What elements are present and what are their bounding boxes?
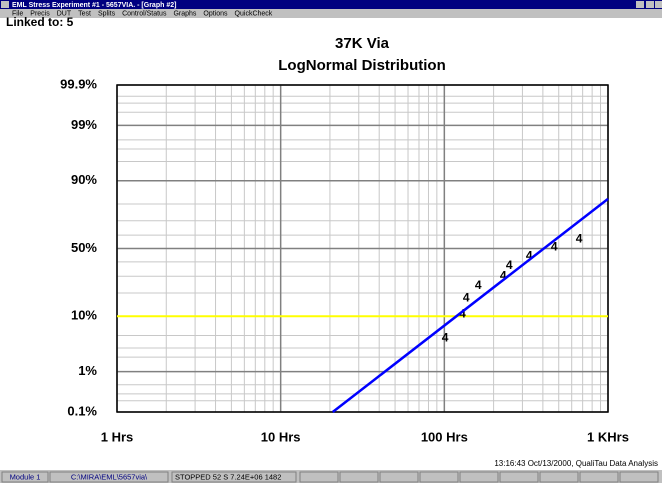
- status-text: STOPPED 52 S 7.24E+06 1482: [175, 472, 281, 481]
- status-panel: [619, 471, 659, 483]
- data-point: 4: [526, 249, 533, 263]
- menu-item[interactable]: Splits: [98, 10, 116, 17]
- status-text: C:\MIRA\EML\5657via\: [71, 472, 148, 481]
- menu-bar: [0, 9, 662, 18]
- x-tick-label: 1 KHrs: [587, 429, 629, 444]
- fit-line: [331, 197, 609, 413]
- data-point: 4: [459, 306, 466, 320]
- status-panel: [419, 471, 459, 483]
- title-bar: [0, 0, 662, 9]
- status-panel: [539, 471, 579, 483]
- data-point: 4: [475, 278, 482, 292]
- app-icon: [1, 1, 9, 8]
- window-title: EML Stress Experiment #1 - 5657VIA. - [G…: [12, 2, 176, 9]
- status-panel: [1, 471, 49, 483]
- y-tick-label: 90%: [71, 172, 97, 187]
- status-text: Module 1: [10, 472, 41, 481]
- y-tick-label: 99.9%: [60, 76, 97, 91]
- data-point: 4: [463, 290, 470, 304]
- x-tick-label: 100 Hrs: [421, 429, 468, 444]
- status-panel: [579, 471, 619, 483]
- menu-item[interactable]: QuickCheck: [235, 10, 273, 17]
- y-tick-label: 1%: [78, 363, 97, 378]
- menu-item[interactable]: Control/Status: [122, 10, 167, 17]
- status-panel: [49, 471, 169, 483]
- y-tick-label: 99%: [71, 117, 97, 132]
- data-point: 4: [576, 231, 583, 245]
- status-bar: [0, 470, 662, 483]
- y-tick-label: 10%: [71, 308, 97, 323]
- data-point: 4: [506, 258, 513, 272]
- menu-item[interactable]: Precis: [30, 10, 50, 17]
- data-point: 4: [551, 239, 558, 253]
- status-panel: [499, 471, 539, 483]
- restore-button[interactable]: [646, 1, 654, 8]
- status-panel: [299, 471, 339, 483]
- data-point: 4: [442, 330, 449, 344]
- linked-label: Linked to: 5: [6, 15, 74, 29]
- close-button[interactable]: [655, 1, 662, 8]
- menu-item[interactable]: Graphs: [173, 10, 196, 17]
- plot-frame: [116, 84, 609, 413]
- data-point: 4: [500, 268, 507, 282]
- y-tick-label: 50%: [71, 240, 97, 255]
- timestamp: 13:16:43 Oct/13/2000, QualiTau Data Anal…: [494, 459, 658, 468]
- menu-item[interactable]: DUT: [57, 10, 72, 17]
- menu-item[interactable]: Test: [78, 10, 91, 17]
- menu: File Precis DUT Test Splits Control/Status Gra…: [12, 10, 273, 17]
- status-panel: [171, 471, 297, 483]
- minimize-button[interactable]: [636, 1, 644, 8]
- x-tick-label: 10 Hrs: [261, 429, 301, 444]
- status-panel: [459, 471, 499, 483]
- chart-title: 37K Via: [335, 35, 390, 52]
- menu-item[interactable]: Options: [203, 10, 228, 17]
- chart-subtitle: LogNormal Distribution: [278, 57, 446, 74]
- y-tick-label: 0.1%: [67, 403, 97, 418]
- status-panel: [339, 471, 379, 483]
- status-panel: [379, 471, 419, 483]
- x-tick-label: 1 Hrs: [101, 429, 134, 444]
- menu-item[interactable]: File: [12, 10, 23, 17]
